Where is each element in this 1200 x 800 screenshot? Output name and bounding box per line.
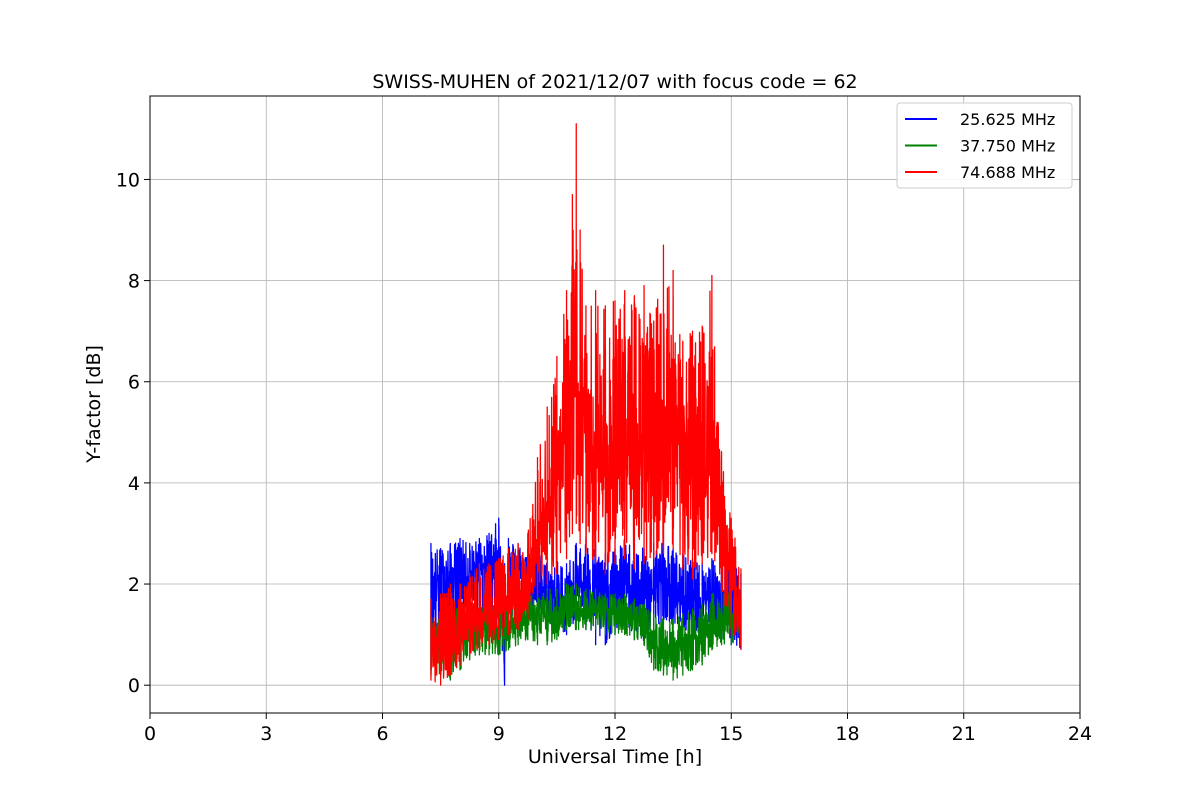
x-tick-label: 6 (376, 723, 388, 745)
chart-title: SWISS-MUHEN of 2021/12/07 with focus cod… (372, 71, 857, 93)
x-axis: 0 3 6 9 12 15 18 21 24 (144, 713, 1092, 745)
x-tick-label: 9 (493, 723, 505, 745)
x-tick-label: 15 (719, 723, 743, 745)
legend-label: 74.688 MHz (960, 163, 1055, 182)
series-line-1 (430, 517, 742, 686)
y-tick-label: 4 (128, 473, 140, 495)
y-tick-label: 2 (128, 574, 140, 596)
legend-box (896, 102, 1073, 189)
y-tick-label: 6 (128, 372, 140, 394)
y-tick-label: 0 (128, 675, 140, 697)
x-tick-label: 21 (952, 723, 976, 745)
series-layer (430, 123, 742, 686)
y-tick-label: 10 (116, 169, 140, 191)
x-tick-label: 24 (1068, 723, 1092, 745)
x-tick-label: 3 (260, 723, 272, 745)
y-axis: 0 2 4 6 8 10 (116, 169, 150, 697)
x-tick-label: 0 (144, 723, 156, 745)
x-tick-label: 12 (603, 723, 627, 745)
y-axis-label: Y-factor [dB] (83, 345, 105, 464)
x-axis-label: Universal Time [h] (528, 746, 702, 768)
legend-label: 37.750 MHz (960, 137, 1055, 156)
legend-label: 25.625 MHz (960, 110, 1055, 129)
y-tick-label: 8 (128, 271, 140, 293)
series-line-3 (430, 123, 742, 686)
legend: 25.625 MHz 37.750 MHz 74.688 MHz (896, 102, 1073, 189)
x-tick-label: 18 (835, 723, 859, 745)
